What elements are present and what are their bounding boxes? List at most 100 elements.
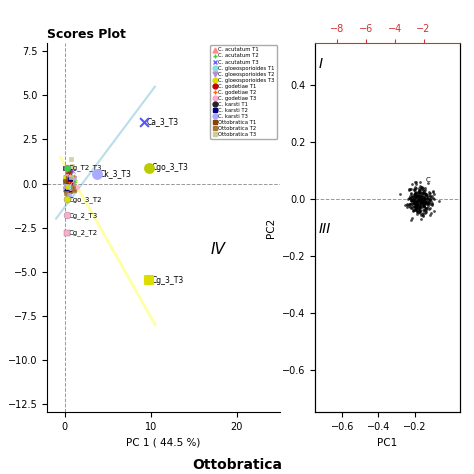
Point (68, 176, 76, 183)
Point (425, 198, 432, 206)
Point (410, 196, 418, 204)
Point (426, 204, 433, 212)
Point (420, 187, 428, 195)
Point (415, 196, 422, 204)
Point (64, 170, 72, 177)
Point (412, 197, 419, 205)
Point (411, 191, 419, 199)
Point (67, 177, 75, 184)
Point (420, 194, 428, 202)
Point (419, 194, 427, 201)
Point (415, 200, 423, 208)
Point (416, 197, 423, 204)
Point (414, 189, 421, 196)
Point (65, 182, 73, 190)
Point (419, 189, 427, 197)
Point (64, 173, 71, 180)
Point (419, 211, 427, 219)
Point (65, 189, 73, 196)
Text: Cgo_3_T2: Cgo_3_T2 (69, 196, 102, 203)
Point (413, 203, 420, 211)
Point (420, 195, 428, 203)
Point (406, 201, 414, 208)
Point (426, 196, 434, 203)
Point (416, 190, 423, 197)
Point (415, 192, 423, 200)
Point (421, 207, 428, 215)
Point (62, 174, 70, 182)
X-axis label: PC1: PC1 (377, 438, 398, 447)
Point (419, 195, 426, 203)
Point (403, 201, 410, 208)
Legend: C. acutatum T1, C. acutatum T2, C. acutatum T3, C. gloeosporioides T1, C. gloeos: C. acutatum T1, C. acutatum T2, C. acuta… (210, 46, 277, 139)
Point (66, 185, 73, 193)
Point (420, 192, 428, 200)
Text: Ck_3_T3: Ck_3_T3 (100, 169, 132, 178)
Point (413, 208, 421, 215)
Point (416, 193, 423, 201)
Point (65, 179, 73, 186)
Point (421, 205, 429, 212)
Point (424, 192, 431, 200)
Point (66, 176, 74, 183)
Point (420, 196, 428, 203)
Point (410, 193, 417, 201)
Point (406, 185, 413, 193)
Point (424, 199, 431, 207)
Point (64, 184, 71, 192)
Point (420, 193, 428, 201)
Point (410, 199, 417, 207)
Point (416, 205, 423, 212)
Point (416, 202, 424, 210)
Point (412, 184, 420, 191)
Point (72, 177, 79, 184)
Point (413, 200, 421, 207)
Point (64, 165, 72, 173)
Point (425, 199, 433, 207)
Text: C: C (411, 195, 416, 201)
Point (419, 189, 427, 197)
Point (417, 196, 424, 203)
Point (421, 200, 429, 208)
Point (415, 208, 422, 216)
Point (426, 189, 433, 196)
Point (408, 204, 416, 212)
Point (409, 195, 416, 203)
Point (418, 183, 426, 191)
Point (66, 175, 74, 182)
Point (407, 197, 415, 205)
Point (411, 193, 419, 201)
Point (417, 196, 424, 204)
Point (64, 184, 72, 192)
Point (421, 189, 428, 197)
Point (423, 197, 431, 205)
Point (412, 190, 420, 197)
Text: I: I (319, 57, 323, 71)
Point (63, 179, 70, 187)
Point (64, 196, 71, 203)
Point (62, 179, 70, 186)
Point (408, 190, 415, 197)
Point (64, 178, 71, 186)
Point (420, 203, 428, 210)
Point (66, 175, 74, 183)
Point (427, 192, 434, 200)
Point (67, 170, 75, 178)
Point (406, 203, 413, 211)
Point (410, 199, 418, 207)
Point (71, 173, 78, 181)
Point (405, 194, 413, 202)
Point (417, 198, 424, 205)
Point (63, 176, 70, 184)
Point (415, 194, 422, 201)
Point (419, 206, 427, 213)
Point (411, 200, 419, 208)
Point (428, 192, 436, 200)
Point (418, 199, 426, 206)
Point (425, 197, 433, 204)
Point (407, 192, 414, 200)
Point (424, 202, 432, 210)
Point (416, 190, 423, 198)
Point (416, 198, 424, 206)
Point (422, 191, 430, 199)
